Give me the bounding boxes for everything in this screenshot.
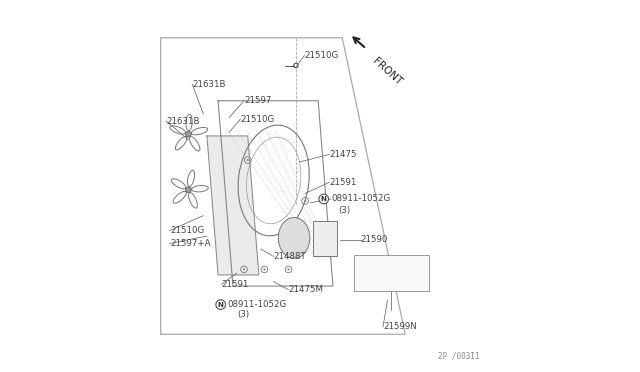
Text: 21631B: 21631B (166, 117, 200, 126)
Text: 21597+A: 21597+A (170, 239, 211, 248)
FancyBboxPatch shape (312, 221, 337, 256)
Text: (3): (3) (338, 206, 350, 215)
Text: 21510G: 21510G (240, 115, 275, 124)
Circle shape (263, 268, 266, 270)
Circle shape (287, 268, 290, 270)
Text: Keep hands
from fans: Keep hands from fans (357, 274, 383, 283)
Ellipse shape (278, 218, 310, 258)
Circle shape (216, 300, 225, 310)
Text: N: N (321, 196, 326, 202)
Circle shape (304, 200, 307, 202)
Text: ⚠ HOT ENGINE: ⚠ HOT ENGINE (393, 259, 430, 264)
Text: 08911-1052G: 08911-1052G (331, 195, 390, 203)
Text: (3): (3) (237, 311, 250, 320)
FancyBboxPatch shape (354, 255, 429, 291)
Circle shape (186, 187, 191, 193)
Circle shape (319, 194, 328, 204)
Text: 21591: 21591 (329, 178, 356, 187)
Text: 21631B: 21631B (192, 80, 226, 89)
Text: 21510G: 21510G (170, 226, 204, 235)
Circle shape (186, 131, 191, 137)
Text: 21590: 21590 (361, 235, 388, 244)
Circle shape (243, 268, 245, 270)
Text: 21597: 21597 (244, 96, 271, 105)
Text: 21475M: 21475M (289, 285, 323, 294)
Text: 21488T: 21488T (274, 252, 307, 261)
Text: 21475: 21475 (329, 150, 356, 159)
Text: 21591: 21591 (222, 280, 249, 289)
Polygon shape (207, 136, 259, 275)
Text: 2P /003I1: 2P /003I1 (438, 351, 479, 360)
Text: FRONT: FRONT (371, 56, 404, 87)
Text: ⚠ CAUTION: ⚠ CAUTION (357, 259, 388, 264)
Text: Do not touch
hot parts: Do not touch hot parts (393, 274, 421, 283)
Text: 21510G: 21510G (305, 51, 339, 60)
Text: 21599N: 21599N (383, 322, 417, 331)
Text: 08911-1052G: 08911-1052G (227, 300, 287, 309)
Text: N: N (218, 302, 223, 308)
Circle shape (246, 159, 249, 161)
